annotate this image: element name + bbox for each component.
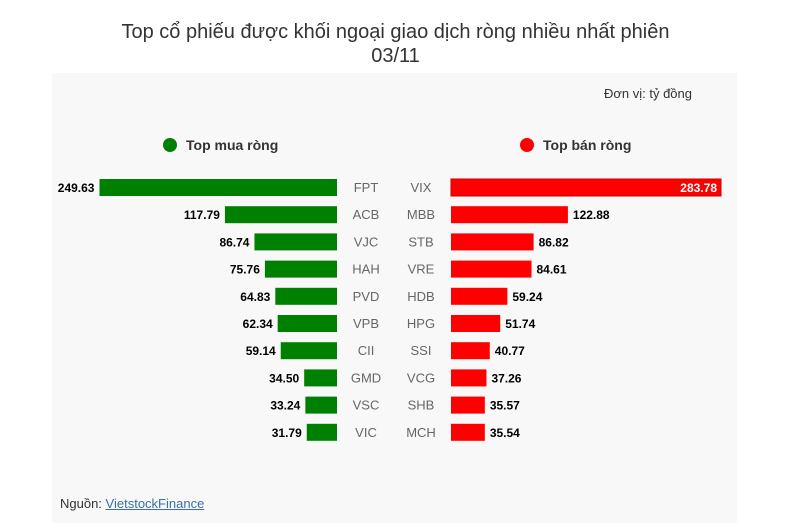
sell-ticker-label: SHB xyxy=(408,398,435,413)
buy-value-label: 64.83 xyxy=(240,290,270,304)
sell-value-label: 35.54 xyxy=(490,426,520,440)
buy-value-label: 249.63 xyxy=(58,181,95,195)
buy-ticker-label: VJC xyxy=(354,234,379,249)
sell-ticker-label: MCH xyxy=(406,425,436,440)
chart-panel: Đơn vị: tỷ đồng Top mua ròng Top bán ròn… xyxy=(52,73,737,523)
unit-label: Đơn vị: tỷ đồng xyxy=(603,86,692,101)
sell-bar xyxy=(451,315,501,332)
sell-ticker-label: VRE xyxy=(408,262,435,277)
buy-value-label: 33.24 xyxy=(270,399,300,413)
buy-bar xyxy=(99,179,337,196)
sell-value-label: 283.78 xyxy=(680,181,717,195)
legend-sell-label: Top bán ròng xyxy=(543,137,632,153)
buy-ticker-label: VIC xyxy=(355,425,377,440)
buy-bar xyxy=(280,342,337,360)
sell-value-label: 86.82 xyxy=(539,235,569,249)
buy-bar xyxy=(275,287,337,305)
buy-bar xyxy=(305,396,337,414)
buy-ticker-label: HAH xyxy=(352,262,379,277)
sell-bar xyxy=(451,396,485,414)
sell-value-label: 35.57 xyxy=(490,399,520,413)
sell-ticker-label: STB xyxy=(408,234,433,249)
sell-ticker-label: HDB xyxy=(407,289,434,304)
buy-ticker-label: VPB xyxy=(353,316,379,331)
buy-value-label: 34.50 xyxy=(269,371,299,385)
sell-value-label: 51.74 xyxy=(505,317,535,331)
source-note: Nguồn: VietstockFinance xyxy=(60,496,204,511)
sell-bar xyxy=(451,369,487,387)
buy-bar xyxy=(264,260,337,278)
buy-bar xyxy=(254,233,337,251)
buy-bar xyxy=(277,315,337,332)
buy-value-label: 59.14 xyxy=(246,344,276,358)
sell-ticker-label: SSI xyxy=(411,343,432,358)
chart-title: Top cổ phiếu được khối ngoại giao dịch r… xyxy=(0,20,791,68)
sell-value-label: 59.24 xyxy=(512,290,542,304)
buy-ticker-label: ACB xyxy=(353,207,380,222)
buy-value-label: 75.76 xyxy=(230,263,260,277)
buy-ticker-label: VSC xyxy=(353,398,380,413)
buy-value-label: 117.79 xyxy=(184,208,220,222)
buy-dot-icon xyxy=(163,138,177,152)
sell-dot-icon xyxy=(520,138,534,152)
buy-ticker-label: FPT xyxy=(354,180,379,195)
sell-bar xyxy=(450,178,722,197)
sell-ticker-label: MBB xyxy=(407,207,435,222)
sell-bar xyxy=(451,206,568,224)
sell-bar xyxy=(451,233,534,251)
buy-bar xyxy=(224,206,337,224)
sell-value-label: 37.26 xyxy=(491,371,521,385)
buy-value-label: 31.79 xyxy=(272,426,302,440)
sell-value-label: 84.61 xyxy=(537,263,567,277)
buy-ticker-label: GMD xyxy=(351,370,381,385)
buy-value-label: 62.34 xyxy=(243,317,273,331)
sell-bar xyxy=(451,287,508,305)
buy-bar xyxy=(304,369,337,387)
source-prefix: Nguồn: xyxy=(60,496,106,511)
buy-value-label: 86.74 xyxy=(219,235,249,249)
buy-ticker-label: CII xyxy=(358,343,375,358)
sell-bar xyxy=(451,423,485,441)
sell-value-label: 122.88 xyxy=(573,208,610,222)
sell-ticker-label: HPG xyxy=(407,316,435,331)
sell-value-label: 40.77 xyxy=(495,344,525,358)
sell-ticker-label: VIX xyxy=(411,180,432,195)
legend-buy[interactable]: Top mua ròng xyxy=(163,137,278,153)
source-link[interactable]: VietstockFinance xyxy=(105,496,205,511)
sell-bar xyxy=(451,342,490,360)
sell-bar xyxy=(451,260,532,278)
buy-bar xyxy=(306,423,337,441)
buy-ticker-label: PVD xyxy=(353,289,380,304)
title-line-2: 03/11 xyxy=(371,45,420,67)
legend-sell[interactable]: Top bán ròng xyxy=(520,137,631,153)
title-line-1: Top cổ phiếu được khối ngoại giao dịch r… xyxy=(121,21,670,43)
legend-buy-label: Top mua ròng xyxy=(186,137,279,153)
sell-ticker-label: VCG xyxy=(407,370,435,385)
